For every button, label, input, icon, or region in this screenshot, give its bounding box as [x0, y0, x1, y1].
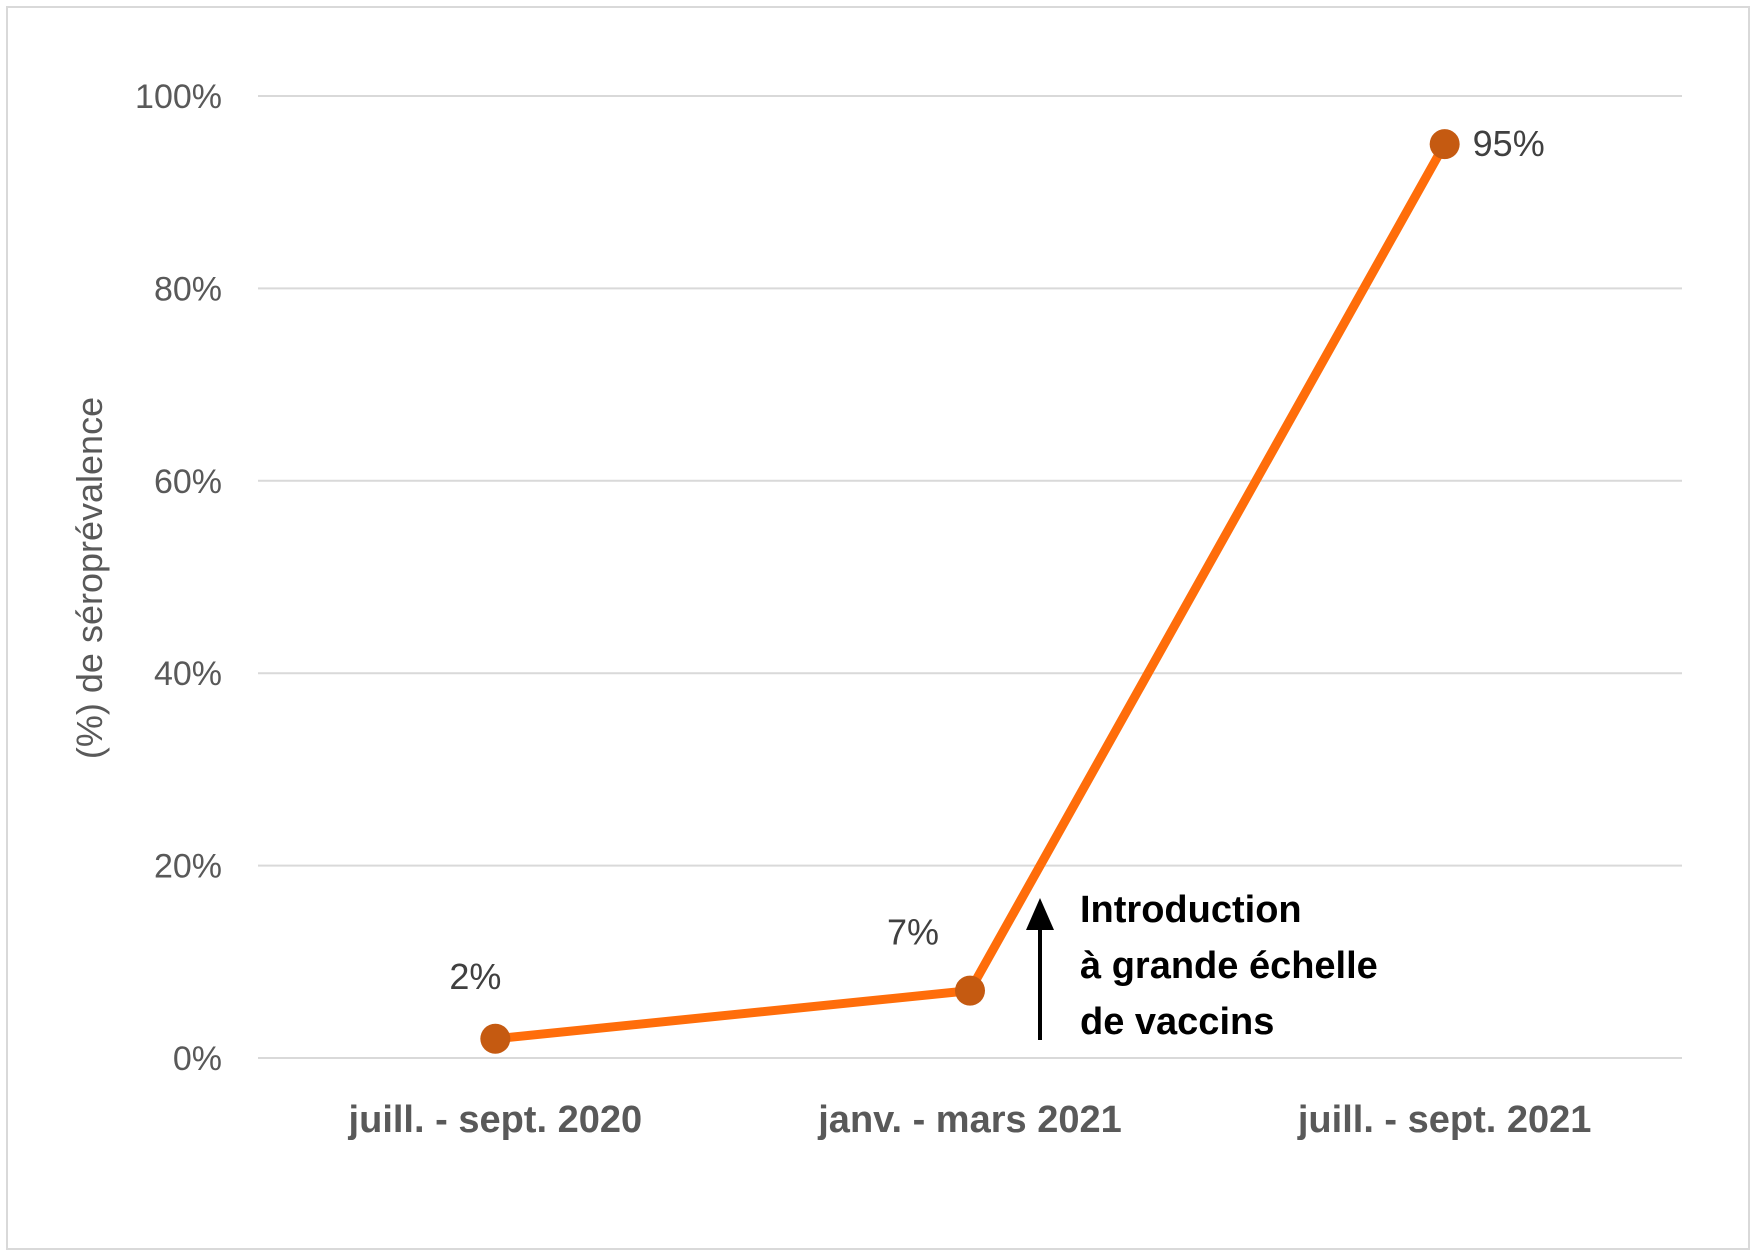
data-point-marker	[955, 975, 985, 1006]
x-category-label: janv. - mars 2021	[817, 1099, 1121, 1141]
data-label: 2%	[449, 956, 501, 997]
data-labels: 2% 7% 95%	[449, 123, 1544, 997]
y-tick-label: 100%	[135, 78, 222, 116]
annotation-text-line: de vaccins	[1080, 1001, 1274, 1043]
annotation-arrow-head	[1026, 898, 1054, 930]
y-tick-label: 40%	[154, 655, 222, 693]
chart-frame	[6, 6, 1750, 1250]
series-markers	[480, 129, 1460, 1054]
vaccine-annotation: Introduction à grande échelle de vaccins	[1026, 889, 1378, 1043]
y-tick-label: 0%	[173, 1040, 222, 1078]
x-category-label: juill. - sept. 2021	[1297, 1099, 1592, 1141]
y-tick-label: 60%	[154, 463, 222, 501]
series-line-layer	[490, 139, 1450, 1044]
y-tick-label: 20%	[154, 848, 222, 886]
x-category-label: juill. - sept. 2020	[348, 1099, 643, 1141]
y-axis-title: (%) de séroprévalence	[69, 397, 110, 759]
data-point-marker	[480, 1023, 511, 1054]
annotation-text-line: à grande échelle	[1080, 945, 1378, 987]
data-point-marker	[1429, 129, 1460, 160]
series-line	[490, 139, 1450, 1044]
y-tick-label: 80%	[154, 270, 222, 308]
x-axis-category-labels: juill. - sept. 2020 janv. - mars 2021 juil…	[348, 1099, 1592, 1141]
gridlines	[258, 95, 1682, 1059]
annotation-text-line: Introduction	[1080, 889, 1302, 931]
data-label: 7%	[887, 912, 939, 953]
data-label: 95%	[1473, 123, 1545, 164]
y-axis-tick-labels: 0% 20% 40% 60% 80% 100%	[135, 78, 222, 1078]
